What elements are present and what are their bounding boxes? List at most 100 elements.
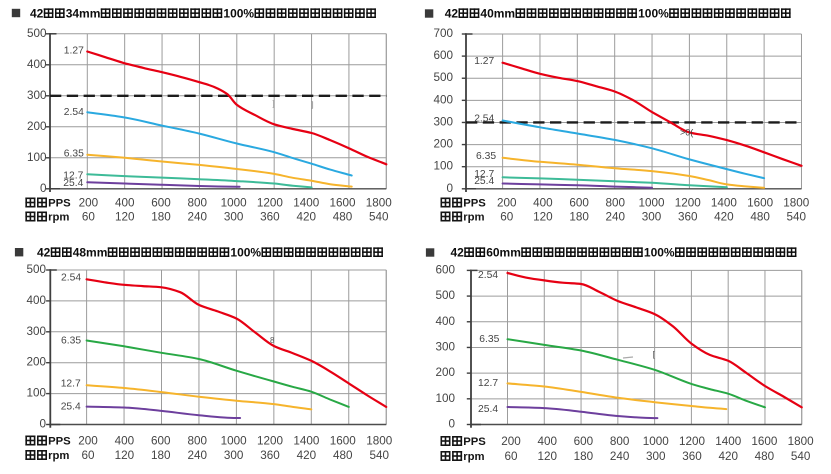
svg-text:1400: 1400 bbox=[293, 197, 320, 210]
svg-text:100: 100 bbox=[26, 387, 46, 400]
svg-text:1.27: 1.27 bbox=[64, 46, 84, 57]
svg-text:200: 200 bbox=[435, 366, 455, 379]
svg-text:42: 42 bbox=[30, 6, 44, 20]
svg-text:1000: 1000 bbox=[221, 197, 248, 210]
svg-text:2.54: 2.54 bbox=[64, 107, 84, 118]
svg-text:400: 400 bbox=[115, 197, 135, 210]
svg-text:PPS: PPS bbox=[463, 436, 486, 448]
svg-text:300: 300 bbox=[224, 211, 244, 224]
svg-text:25.4: 25.4 bbox=[61, 401, 81, 412]
svg-text:60mm: 60mm bbox=[486, 245, 521, 259]
svg-text:500: 500 bbox=[26, 263, 46, 276]
svg-text:300: 300 bbox=[435, 340, 455, 353]
svg-text:200: 200 bbox=[79, 197, 99, 210]
svg-text:100: 100 bbox=[27, 151, 47, 164]
svg-text:rpm: rpm bbox=[48, 450, 69, 462]
svg-text:120: 120 bbox=[537, 450, 557, 463]
svg-text:360: 360 bbox=[678, 211, 698, 224]
svg-text:400: 400 bbox=[115, 435, 135, 448]
svg-text:600: 600 bbox=[435, 263, 455, 276]
svg-text:60: 60 bbox=[82, 211, 96, 224]
svg-text:0: 0 bbox=[448, 418, 455, 431]
svg-text:300: 300 bbox=[642, 211, 662, 224]
svg-text:12.7: 12.7 bbox=[474, 169, 494, 180]
svg-text:200: 200 bbox=[501, 435, 521, 448]
svg-text:12.7: 12.7 bbox=[61, 379, 81, 390]
svg-text:1800: 1800 bbox=[783, 197, 810, 210]
svg-text:100%: 100% bbox=[230, 245, 261, 259]
svg-text:300: 300 bbox=[26, 325, 46, 338]
svg-text:480: 480 bbox=[333, 449, 353, 462]
svg-text:360: 360 bbox=[260, 211, 280, 224]
svg-text:1200: 1200 bbox=[257, 435, 284, 448]
svg-text:12.7: 12.7 bbox=[478, 378, 498, 389]
svg-text:540: 540 bbox=[791, 450, 811, 463]
svg-text:60: 60 bbox=[81, 449, 95, 462]
svg-text:1800: 1800 bbox=[366, 197, 393, 210]
svg-text:200: 200 bbox=[497, 197, 517, 210]
svg-text:1200: 1200 bbox=[675, 197, 702, 210]
svg-text:100%: 100% bbox=[644, 245, 675, 259]
svg-text:360: 360 bbox=[260, 449, 280, 462]
svg-text:400: 400 bbox=[26, 294, 46, 307]
svg-text:240: 240 bbox=[188, 211, 208, 224]
svg-text:1400: 1400 bbox=[293, 435, 320, 448]
svg-text:1.27: 1.27 bbox=[474, 56, 494, 67]
svg-text:60: 60 bbox=[500, 211, 514, 224]
svg-text:PPS: PPS bbox=[463, 198, 486, 210]
svg-text:700: 700 bbox=[433, 27, 453, 40]
svg-text:1600: 1600 bbox=[747, 197, 774, 210]
svg-text:25.4: 25.4 bbox=[474, 176, 494, 187]
svg-text:rpm: rpm bbox=[463, 212, 484, 224]
svg-text:800: 800 bbox=[188, 197, 208, 210]
svg-text:180: 180 bbox=[151, 211, 171, 224]
svg-text:6.35: 6.35 bbox=[61, 335, 81, 346]
svg-text:6.35: 6.35 bbox=[64, 149, 84, 160]
svg-text:6.35: 6.35 bbox=[476, 151, 496, 162]
svg-text:600: 600 bbox=[574, 435, 594, 448]
svg-text:1800: 1800 bbox=[788, 435, 815, 448]
svg-text:500: 500 bbox=[27, 27, 47, 40]
svg-text:400: 400 bbox=[435, 315, 455, 328]
svg-text:420: 420 bbox=[718, 450, 738, 463]
svg-text:200: 200 bbox=[27, 120, 47, 133]
svg-text:300: 300 bbox=[27, 89, 47, 102]
svg-text:PPS: PPS bbox=[48, 198, 71, 210]
svg-text:600: 600 bbox=[569, 197, 589, 210]
svg-text:500: 500 bbox=[433, 71, 453, 84]
svg-text:100: 100 bbox=[433, 160, 453, 173]
svg-text:400: 400 bbox=[537, 435, 557, 448]
svg-text:420: 420 bbox=[296, 211, 316, 224]
svg-text:300: 300 bbox=[224, 449, 244, 462]
svg-text:0: 0 bbox=[40, 182, 47, 195]
svg-text:480: 480 bbox=[333, 211, 353, 224]
svg-text:0: 0 bbox=[446, 182, 453, 195]
svg-text:420: 420 bbox=[297, 449, 317, 462]
svg-text:1800: 1800 bbox=[366, 435, 393, 448]
svg-text:100%: 100% bbox=[638, 6, 669, 20]
svg-text:200: 200 bbox=[433, 138, 453, 151]
svg-text:1000: 1000 bbox=[638, 197, 665, 210]
svg-text:60: 60 bbox=[504, 450, 518, 463]
svg-text:42: 42 bbox=[445, 6, 459, 20]
svg-text:42: 42 bbox=[37, 245, 51, 259]
svg-text:]: ] bbox=[312, 100, 314, 109]
svg-text:0: 0 bbox=[39, 418, 46, 431]
svg-text:rpm: rpm bbox=[48, 212, 69, 224]
svg-text:]: ] bbox=[273, 99, 275, 108]
svg-text:600: 600 bbox=[151, 197, 171, 210]
svg-text:300: 300 bbox=[433, 116, 453, 129]
svg-text:600: 600 bbox=[433, 49, 453, 62]
svg-text:>0(: >0( bbox=[680, 128, 693, 138]
svg-text:240: 240 bbox=[606, 211, 626, 224]
svg-text:[: [ bbox=[653, 350, 656, 359]
svg-text:400: 400 bbox=[533, 197, 553, 210]
svg-text:48mm: 48mm bbox=[73, 245, 108, 259]
svg-text:180: 180 bbox=[151, 449, 171, 462]
svg-text:2.54: 2.54 bbox=[474, 114, 494, 125]
svg-text:1400: 1400 bbox=[715, 435, 742, 448]
svg-text:120: 120 bbox=[115, 449, 135, 462]
svg-text:600: 600 bbox=[151, 435, 171, 448]
svg-text:1200: 1200 bbox=[257, 197, 284, 210]
svg-text:1200: 1200 bbox=[679, 435, 706, 448]
